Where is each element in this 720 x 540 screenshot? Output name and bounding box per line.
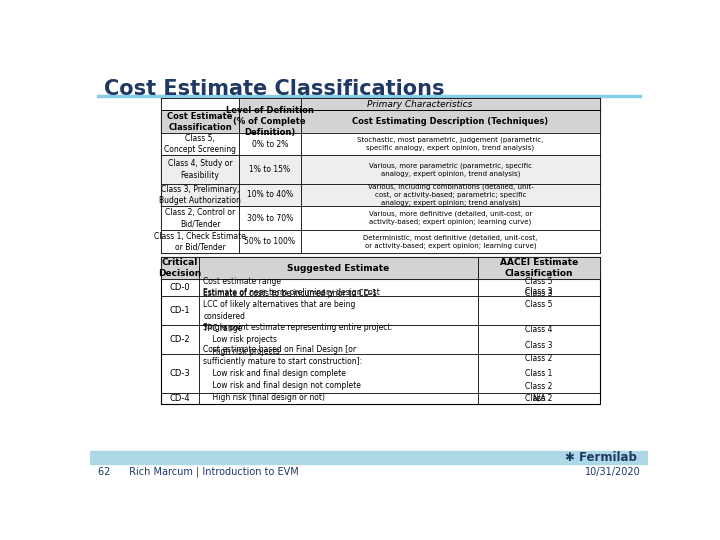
Text: Class 5
Class 3: Class 5 Class 3 <box>525 276 552 298</box>
Bar <box>161 155 600 184</box>
Bar <box>239 98 600 110</box>
Text: Various, more definitive (detailed, unit-cost, or
activity-based; expert opinion: Various, more definitive (detailed, unit… <box>369 211 532 225</box>
Text: 0% to 2%: 0% to 2% <box>251 140 288 149</box>
Text: Class 3, Preliminary,
Budget Authorization: Class 3, Preliminary, Budget Authorizati… <box>159 185 241 205</box>
Bar <box>161 257 600 279</box>
Text: Class 1, Check Estimate
or Bid/Tender: Class 1, Check Estimate or Bid/Tender <box>154 232 246 252</box>
Bar <box>161 133 600 155</box>
Text: Deterministic, most definitive (detailed, unit-cost,
or activity-based; expert o: Deterministic, most definitive (detailed… <box>363 235 538 249</box>
Bar <box>90 451 648 464</box>
Text: Cost estimate range
Estimate of costs to be incurred prior to CD-1: Cost estimate range Estimate of costs to… <box>203 277 377 298</box>
Text: ✱ Fermilab: ✱ Fermilab <box>565 451 637 464</box>
Text: Primary Characteristics: Primary Characteristics <box>366 99 472 109</box>
Text: Various, more parametric (parametric, specific
analogy, expert opinion, trend an: Various, more parametric (parametric, sp… <box>369 163 532 177</box>
Text: Class 4, Study or
Feasibility: Class 4, Study or Feasibility <box>168 159 233 180</box>
Text: 62      Rich Marcum | Introduction to EVM: 62 Rich Marcum | Introduction to EVM <box>98 467 299 477</box>
Bar <box>161 184 600 206</box>
Text: Cost Estimate
Classification: Cost Estimate Classification <box>167 112 233 132</box>
Text: Level of Definition
(% of Complete
Definition): Level of Definition (% of Complete Defin… <box>226 106 314 137</box>
Text: Class 3
Class 2: Class 3 Class 2 <box>525 316 552 363</box>
Text: CD-3: CD-3 <box>169 369 190 378</box>
Text: Cost Estimate Classifications: Cost Estimate Classifications <box>104 79 444 99</box>
Text: CD-4: CD-4 <box>170 394 190 403</box>
Text: 10/31/2020: 10/31/2020 <box>585 467 640 477</box>
Text: Stochastic, most parametric, judgement (parametric,
specific analogy, expert opi: Stochastic, most parametric, judgement (… <box>357 137 544 151</box>
Text: Single point estimate representing entire project:
    Low risk projects
    Hig: Single point estimate representing entir… <box>203 323 393 356</box>
Text: CD-2: CD-2 <box>170 335 190 344</box>
Bar <box>161 231 600 253</box>
Text: 30% to 70%: 30% to 70% <box>247 213 293 222</box>
Bar <box>161 257 600 403</box>
Text: Critical
Decision: Critical Decision <box>158 258 202 278</box>
Text: Cost estimate based on Final Design [or
sufficiently mature to start constructio: Cost estimate based on Final Design [or … <box>203 346 362 402</box>
Text: N/A: N/A <box>532 394 546 403</box>
Text: CD-0: CD-0 <box>170 283 190 292</box>
Text: CD-1: CD-1 <box>170 306 190 315</box>
Bar <box>161 98 600 253</box>
Text: Class 5,
Concept Screening: Class 5, Concept Screening <box>164 134 236 154</box>
Bar <box>161 98 239 110</box>
Text: Class 1
Class 2
Class 2: Class 1 Class 2 Class 2 <box>525 344 552 403</box>
Bar <box>161 206 600 231</box>
Text: Estimate of near term preliminary design cost
LCC of likely alternatives that ar: Estimate of near term preliminary design… <box>203 288 380 333</box>
Text: 1% to 15%: 1% to 15% <box>249 165 290 174</box>
Text: Suggested Estimate: Suggested Estimate <box>287 264 389 273</box>
Text: Various, including combinations (detailed, unit-
cost, or activity-based; parame: Various, including combinations (detaile… <box>367 184 534 206</box>
Text: Cost Estimating Description (Techniques): Cost Estimating Description (Techniques) <box>352 117 549 126</box>
Text: Class 2, Control or
Bid/Tender: Class 2, Control or Bid/Tender <box>165 208 235 228</box>
Text: AACEI Estimate
Classification: AACEI Estimate Classification <box>500 258 578 278</box>
Text: Class 3
Class 5

Class 4: Class 3 Class 5 Class 4 <box>525 287 552 334</box>
Bar <box>161 110 600 133</box>
Text: 10% to 40%: 10% to 40% <box>247 191 293 199</box>
Text: 50% to 100%: 50% to 100% <box>244 238 295 246</box>
